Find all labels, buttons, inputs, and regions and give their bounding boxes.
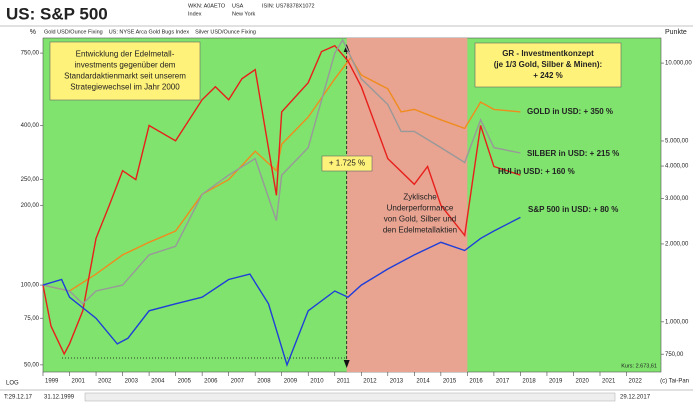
- annotation-text: Standardaktienmarkt seit unserem: [64, 72, 186, 81]
- header-info: USA: [232, 3, 244, 9]
- y-tick-label: 750,00: [21, 51, 40, 57]
- x-tick-label: 2005: [178, 379, 192, 385]
- annotation-text: Zyklische: [403, 193, 437, 202]
- annotation-box: [474, 42, 622, 88]
- scrollbar: [84, 392, 616, 402]
- x-tick-label: 2016: [469, 379, 483, 385]
- price: Kurs: 2.673,61: [621, 363, 657, 369]
- annotation-text: (je 1/3 Gold, Silber & Minen):: [494, 60, 602, 69]
- series-end-label: SILBER in USD: + 215 %: [527, 149, 619, 158]
- y-tick-label: 400,00: [21, 123, 40, 129]
- x-tick-label: 2013: [390, 379, 404, 385]
- series-line: [42, 44, 521, 356]
- x-tick-label: 2002: [98, 379, 112, 385]
- y2-axis-label: Punkte: [665, 29, 687, 36]
- header-info: New York: [232, 11, 255, 17]
- y2-tick-label: 2.000,00: [665, 242, 689, 248]
- x-tick-label: 2009: [284, 379, 298, 385]
- annotation-text: Underperformance: [387, 204, 454, 213]
- annotation-text: GR - Investmentkonzept: [502, 49, 594, 58]
- x-tick-label: 2021: [602, 379, 616, 385]
- legend-entry: Silver USD/Ounce Fixing: [195, 29, 256, 35]
- date-label: T:29.12.17: [4, 395, 33, 401]
- x-tick-label: 2007: [231, 379, 245, 385]
- header-info: WKN: A0AETO: [188, 3, 226, 9]
- x-tick-label: 2018: [522, 379, 536, 385]
- annotation-box: [321, 155, 373, 172]
- end-date: 29.12.2017: [620, 395, 651, 401]
- annotation-text: Strategiewechsel im Jahr 2000: [70, 83, 180, 92]
- series-end-label: GOLD in USD: + 350 %: [527, 107, 613, 116]
- legend-entry: Gold USD/Ounce Fixing: [44, 29, 103, 35]
- series-end-label: HUI in USD: + 160 %: [498, 167, 575, 176]
- y2-tick-label: 10.000,00: [665, 61, 692, 67]
- annotation-text: + 1.725 %: [329, 159, 365, 168]
- start-date: 31.12.1999: [44, 395, 75, 401]
- y-tick-label: 200,00: [21, 203, 40, 209]
- x-tick-label: 2010: [310, 379, 324, 385]
- y-tick-label: 75,00: [24, 316, 40, 322]
- y2-tick-label: 1.000,00: [665, 319, 689, 325]
- x-tick-label: 2012: [363, 379, 377, 385]
- x-tick-label: 2015: [443, 379, 457, 385]
- x-tick-label: 2001: [72, 379, 86, 385]
- y2-tick-label: 5.000,00: [665, 139, 689, 145]
- y2-tick-label: 4.000,00: [665, 164, 689, 170]
- x-tick-label: 1999: [45, 379, 59, 385]
- y-tick-label: 100,00: [21, 283, 40, 289]
- annotation-text: von Gold, Silber und: [384, 215, 457, 224]
- series-end-label: S&P 500 in USD: + 80 %: [528, 205, 618, 214]
- chart-title: US: S&P 500: [6, 4, 108, 23]
- x-tick-label: 2006: [204, 379, 218, 385]
- x-tick-label: 2003: [125, 379, 139, 385]
- annotation-text: Entwicklung der Edelmetall-: [76, 50, 175, 59]
- x-tick-label: 2020: [575, 379, 589, 385]
- series-line: [42, 38, 521, 305]
- y2-tick-label: 750,00: [665, 352, 684, 358]
- y-tick-label: 250,00: [21, 177, 40, 183]
- x-tick-label: 2014: [416, 379, 430, 385]
- copyright: (c) Tai-Pan: [660, 379, 689, 385]
- annotation-text: + 242 %: [533, 71, 563, 80]
- highlight-region: [346, 38, 468, 372]
- legend-entry: US: NYSE Arca Gold Bugs Index: [109, 29, 190, 35]
- x-tick-label: 2019: [549, 379, 563, 385]
- x-tick-label: 2017: [496, 379, 510, 385]
- y2-tick-label: 3.000,00: [665, 196, 689, 202]
- y-axis-label: %: [30, 29, 36, 36]
- scale-label: LOG: [6, 381, 19, 387]
- x-tick-label: 2022: [629, 379, 643, 385]
- x-tick-label: 2011: [337, 379, 351, 385]
- y-tick-label: 50,00: [24, 362, 40, 368]
- x-tick-label: 2008: [257, 379, 271, 385]
- x-tick-label: 2004: [151, 379, 165, 385]
- series-line: [42, 56, 521, 292]
- annotation-text: den Edelmetallaktien: [383, 226, 457, 235]
- annotation-text: investments gegenüber dem: [75, 61, 176, 70]
- series-line: [42, 216, 521, 368]
- header-info: Index: [188, 11, 202, 17]
- annotation-box: [49, 41, 201, 101]
- header-info: ISIN: US78378X1072: [262, 3, 315, 9]
